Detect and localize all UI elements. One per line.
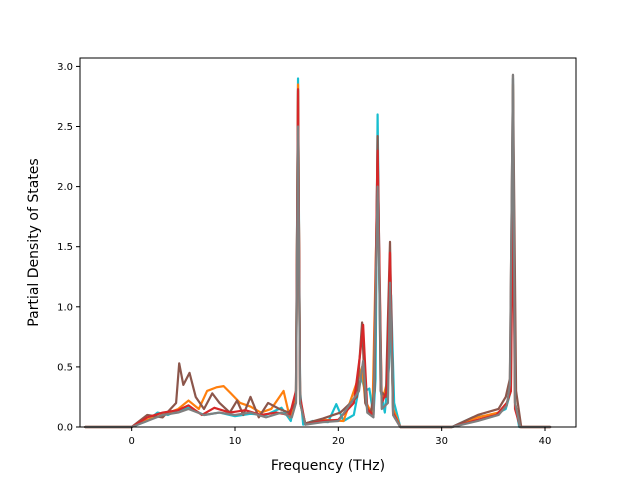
y-tick-label: 3.0 [57, 62, 73, 73]
series-line-5 [84, 73, 552, 429]
y-tick-label: 2.0 [57, 182, 73, 193]
x-tick-label: 40 [539, 436, 552, 447]
y-tick-label: 1.0 [57, 302, 73, 313]
x-tick-label: 20 [332, 436, 345, 447]
x-tick-label: 30 [435, 436, 448, 447]
axes-frame [79, 57, 577, 428]
x-tick-label: 10 [229, 436, 242, 447]
x-axis-ticks: 0 10 20 30 40 [128, 427, 551, 447]
y-tick-label: 2.5 [57, 122, 73, 133]
y-axis-label: Partial Density of States [26, 158, 42, 326]
y-axis-ticks: 0.0 0.5 1.0 1.5 2.0 2.5 3.0 [57, 62, 80, 434]
y-tick-label: 0.5 [57, 362, 73, 373]
plot-area [84, 73, 552, 429]
y-tick-label: 1.5 [57, 242, 73, 253]
x-tick-label: 0 [128, 436, 134, 447]
x-axis-label: Frequency (THz) [271, 458, 385, 474]
y-tick-label: 0.0 [57, 423, 73, 434]
